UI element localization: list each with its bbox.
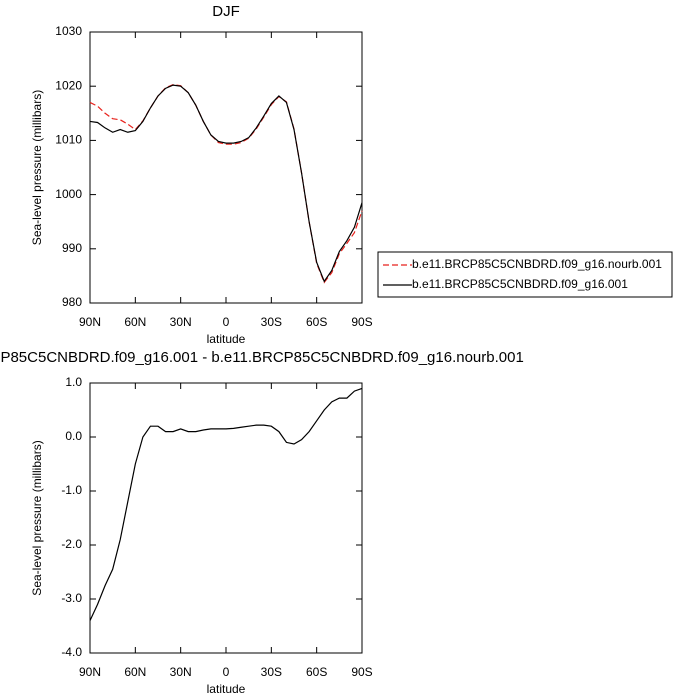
x-tick-label: 90S	[351, 665, 372, 679]
legend-box	[377, 251, 673, 298]
chart-title: DJF	[212, 3, 240, 20]
y-tick-label: 1.0	[65, 375, 82, 389]
x-axis-label: latitude	[207, 332, 246, 346]
x-tick-label: 0	[223, 665, 230, 679]
data-line	[89, 84, 363, 283]
plot-frame	[89, 31, 363, 304]
x-tick-label: 60N	[124, 315, 146, 329]
x-tick-label: 90N	[79, 315, 101, 329]
x-axis-label: latitude	[207, 682, 246, 696]
y-tick-label: -2.0	[61, 537, 82, 551]
y-tick-label: 1030	[55, 24, 82, 38]
legend-label: b.e11.BRCP85C5CNBDRD.f09_g16.nourb.001	[412, 257, 662, 271]
y-tick-label: -4.0	[61, 645, 82, 659]
y-tick-label: 1000	[55, 187, 82, 201]
y-tick-label: -3.0	[61, 591, 82, 605]
y-tick-label: 980	[62, 295, 82, 309]
y-axis-label: Sea-level pressure (millibars)	[30, 440, 44, 595]
y-tick-label: 990	[62, 241, 82, 255]
x-tick-label: 30S	[261, 665, 282, 679]
x-tick-label: 30N	[170, 665, 192, 679]
chart-title: b.e11.BRCP85C5CNBDRD.f09_g16.001 - b.e11…	[0, 349, 524, 366]
plot-frame	[89, 382, 363, 654]
y-tick-label: 1020	[55, 78, 82, 92]
x-tick-label: 60N	[124, 665, 146, 679]
data-line	[89, 387, 363, 621]
x-tick-label: 90N	[79, 665, 101, 679]
x-tick-label: 0	[223, 315, 230, 329]
y-tick-label: 1010	[55, 133, 82, 147]
y-tick-label: 0.0	[65, 429, 82, 443]
x-tick-label: 90S	[351, 315, 372, 329]
data-line	[89, 83, 363, 284]
y-tick-label: -1.0	[61, 483, 82, 497]
x-tick-label: 60S	[306, 665, 327, 679]
x-tick-label: 60S	[306, 315, 327, 329]
x-tick-label: 30S	[261, 315, 282, 329]
x-tick-label: 30N	[170, 315, 192, 329]
legend-label: b.e11.BRCP85C5CNBDRD.f09_g16.001	[412, 277, 628, 291]
y-axis-label: Sea-level pressure (millibars)	[30, 90, 44, 245]
